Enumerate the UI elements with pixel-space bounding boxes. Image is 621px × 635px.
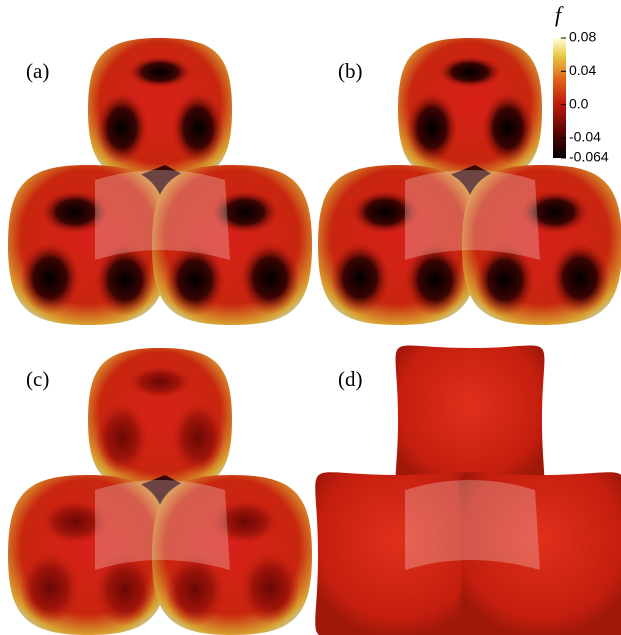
spot <box>96 402 148 474</box>
colorbar-label: f <box>555 2 564 27</box>
overlap <box>405 170 540 260</box>
spot <box>482 92 534 164</box>
panel-label: (c) <box>26 367 49 391</box>
overlap <box>95 480 230 570</box>
panel-label: (b) <box>338 59 363 83</box>
renderings <box>8 38 621 635</box>
panel-label: (a) <box>26 59 49 83</box>
spot <box>330 242 390 314</box>
tick-label: 0.04 <box>569 62 596 78</box>
tick-label: -0.04 <box>569 129 601 145</box>
spot <box>128 56 192 88</box>
spot <box>550 242 610 314</box>
spot <box>172 402 224 474</box>
spot <box>240 552 300 624</box>
spot <box>20 552 80 624</box>
spot <box>96 92 148 164</box>
colorbar <box>553 38 566 158</box>
tick-label: 0.0 <box>569 95 589 111</box>
tick-label: -0.064 <box>569 149 609 165</box>
colorbar-ticks: 0.08 0.04 0.0 -0.04 -0.064 <box>561 29 609 165</box>
tick-label: 0.08 <box>569 29 596 45</box>
overlap <box>405 480 540 570</box>
particle <box>396 346 545 495</box>
figure: (a) (b) (c) (d) f 0.08 0.04 0.0 -0.04 -0.064 <box>0 0 621 635</box>
panel-label: (d) <box>338 367 363 391</box>
spot <box>406 92 458 164</box>
spot <box>438 56 502 88</box>
spot <box>20 242 80 314</box>
spot <box>128 366 192 398</box>
spot <box>172 92 224 164</box>
overlap <box>95 170 230 260</box>
spot <box>240 242 300 314</box>
